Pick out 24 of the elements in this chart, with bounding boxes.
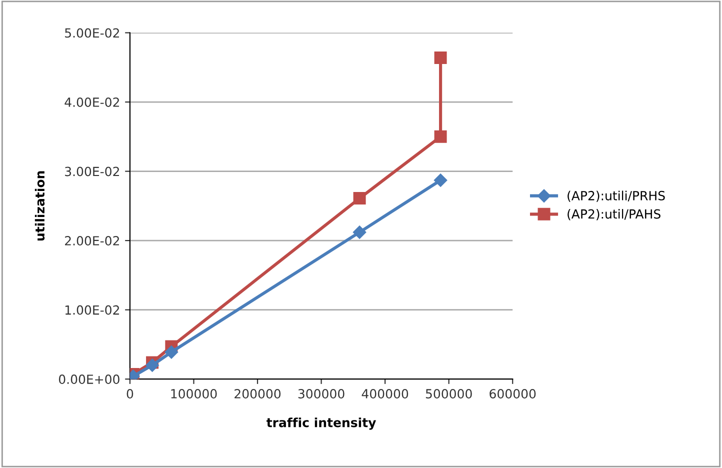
point <box>146 358 159 372</box>
x-tick-label: 500000 <box>426 389 472 398</box>
x-tick-label: 600000 <box>490 389 536 398</box>
point <box>434 174 448 187</box>
point <box>164 345 178 359</box>
point <box>352 226 366 239</box>
x-tick-label: 0 <box>126 389 134 398</box>
x-tick-label: 300000 <box>298 389 344 398</box>
y-tick-label: 3.00E-02 <box>65 166 119 176</box>
point <box>434 51 447 64</box>
x-axis-title: traffic intensity <box>266 418 376 430</box>
y-tick-label: 1.00E-02 <box>65 305 119 315</box>
x-tick-label: 400000 <box>362 389 408 398</box>
y-tick-label: 0.00E+00 <box>58 374 120 384</box>
y-tick-label: 4.00E-02 <box>64 97 119 107</box>
y-tick-label: 2.00E-02 <box>65 236 119 246</box>
legend-label: (AP2):util/PAHS <box>568 209 660 220</box>
point <box>434 130 447 143</box>
legend-label: (AP2):utili/PRHS <box>568 190 665 202</box>
x-tick-label: 100000 <box>171 389 217 398</box>
y-tick-label: 5.00E-02 <box>65 28 119 38</box>
x-tick-label: 200000 <box>234 389 281 398</box>
point <box>353 192 366 205</box>
y-axis-title: utilization <box>34 171 45 241</box>
